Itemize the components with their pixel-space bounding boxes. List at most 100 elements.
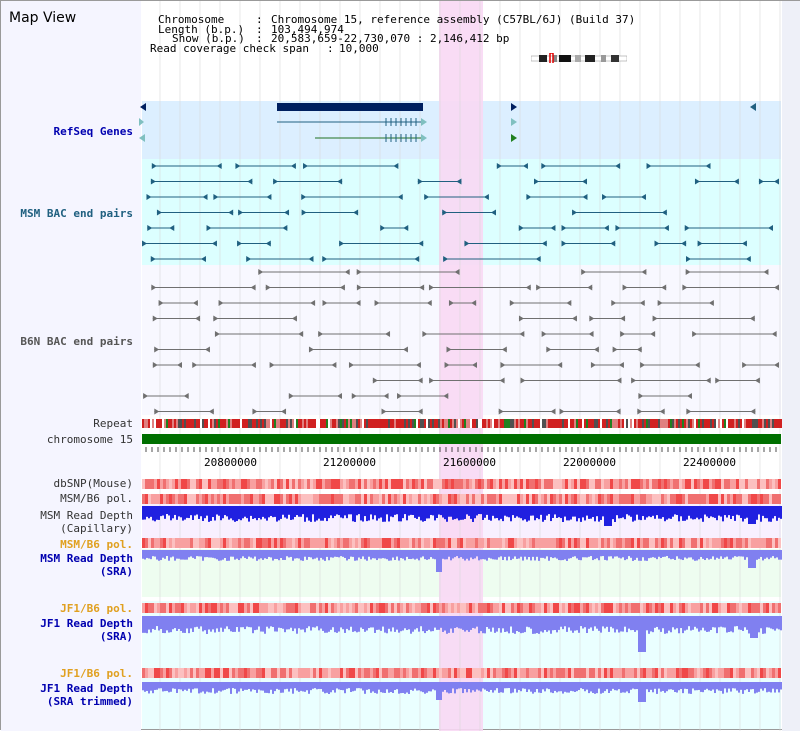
pol-heat <box>361 494 364 504</box>
read-depth-bar <box>426 550 428 560</box>
jf1-b6-pol-label-2[interactable]: JF1/B6 pol. <box>60 667 133 680</box>
read-depth-bar <box>382 682 384 693</box>
pol-heat <box>160 538 163 548</box>
pol-heat <box>376 603 379 613</box>
pol-heat <box>328 538 331 548</box>
pol-heat <box>256 668 259 678</box>
repeat-mark <box>588 419 590 428</box>
pol-heat <box>253 603 256 613</box>
read-depth-bar <box>656 682 658 694</box>
read-depth-bar <box>382 550 384 559</box>
pol-heat <box>559 538 562 548</box>
read-depth-bar <box>414 616 416 630</box>
refseq-genes-label[interactable]: RefSeq Genes <box>53 125 133 138</box>
jf1-depth-sra-label[interactable]: JF1 Read Depth (SRA) <box>40 617 133 643</box>
read-depth-bar <box>190 616 192 629</box>
repeat-mark <box>202 419 204 428</box>
read-depth-bar <box>530 550 532 561</box>
pol-heat <box>142 494 145 504</box>
read-depth-bar <box>460 506 462 520</box>
read-depth-bar <box>668 506 670 519</box>
pol-heat <box>472 603 475 613</box>
repeat-mark <box>358 419 360 428</box>
msm-depth-capillary-label[interactable]: MSM Read Depth (Capillary) <box>40 509 133 535</box>
read-depth-bar <box>226 616 228 627</box>
read-depth-bar <box>626 550 628 560</box>
read-depth-bar <box>744 506 746 519</box>
read-depth-bar <box>412 682 414 691</box>
pol-heat <box>415 668 418 678</box>
pol-heat <box>244 668 247 678</box>
read-depth-bar <box>212 506 214 518</box>
read-depth-bar <box>300 506 302 517</box>
read-depth-bar <box>668 616 670 631</box>
read-depth-bar <box>526 616 528 627</box>
msm-bac-label[interactable]: MSM BAC end pairs <box>20 207 133 220</box>
pol-heat <box>772 494 775 504</box>
bac-end <box>372 377 378 384</box>
msm-b6-pol-label-2[interactable]: MSM/B6 pol. <box>60 538 133 551</box>
read-depth-bar <box>684 506 686 521</box>
repeat-mark <box>370 419 372 428</box>
jf1-depth-trimmed-label[interactable]: JF1 Read Depth (SRA trimmed) <box>40 682 133 708</box>
msm-depth-sra-label[interactable]: MSM Read Depth (SRA) <box>40 552 133 578</box>
pol-heat <box>361 479 364 489</box>
pol-heat <box>610 538 613 548</box>
chromosome-ideogram[interactable] <box>531 53 627 63</box>
bac-end <box>640 194 646 200</box>
read-depth-bar <box>648 506 650 517</box>
read-depth-bar <box>738 616 740 630</box>
read-depth-bar <box>520 506 522 519</box>
pol-heat <box>679 494 682 504</box>
read-depth-bar <box>314 506 316 522</box>
jf1-b6-pol-label-1[interactable]: JF1/B6 pol. <box>60 602 133 615</box>
read-depth-bar <box>346 550 348 561</box>
repeat-mark <box>294 419 296 428</box>
read-depth-bar <box>176 550 178 559</box>
read-depth-bar <box>162 550 164 558</box>
read-depth-bar <box>398 682 400 694</box>
repeat-mark <box>312 419 314 428</box>
bac-end <box>147 225 153 231</box>
pol-heat <box>733 538 736 548</box>
read-depth-bar <box>522 506 524 521</box>
pol-heat <box>286 494 289 504</box>
repeat-mark <box>442 419 444 428</box>
pol-heat <box>235 479 238 489</box>
repeat-mark <box>348 419 350 428</box>
bac-end <box>518 225 524 231</box>
read-depth-bar <box>174 616 176 629</box>
read-depth-bar <box>490 616 492 632</box>
read-depth-bar <box>770 550 772 558</box>
read-depth-bar <box>192 682 194 690</box>
read-depth-bar <box>586 616 588 634</box>
read-depth-bar <box>276 616 278 632</box>
msm-b6-pol-label-1[interactable]: MSM/B6 pol. <box>60 492 133 505</box>
pol-heat <box>637 494 640 504</box>
pol-heat <box>301 494 304 504</box>
pol-heat <box>436 479 439 489</box>
repeat-mark <box>154 419 156 428</box>
pol-heat <box>568 603 571 613</box>
read-depth-bar <box>650 682 652 690</box>
read-depth-bar <box>776 682 778 690</box>
pol-heat <box>217 479 220 489</box>
dbsnp-label[interactable]: dbSNP(Mouse) <box>53 477 133 490</box>
repeat-mark <box>612 419 614 428</box>
read-depth-bar <box>172 506 174 519</box>
info-separator: : <box>256 13 263 26</box>
pol-heat <box>145 603 148 613</box>
read-depth-bar <box>364 682 366 694</box>
pol-heat <box>253 668 256 678</box>
read-depth-bar <box>514 550 516 557</box>
pol-heat <box>388 538 391 548</box>
read-depth-bar <box>142 550 144 559</box>
read-depth-bar <box>758 682 760 692</box>
pol-heat <box>601 538 604 548</box>
b6n-bac-label[interactable]: B6N BAC end pairs <box>20 335 133 348</box>
read-depth-bar <box>494 550 496 560</box>
repeat-mark <box>192 419 194 428</box>
repeat-label[interactable]: Repeat <box>93 417 133 430</box>
read-depth-bar <box>690 550 692 558</box>
